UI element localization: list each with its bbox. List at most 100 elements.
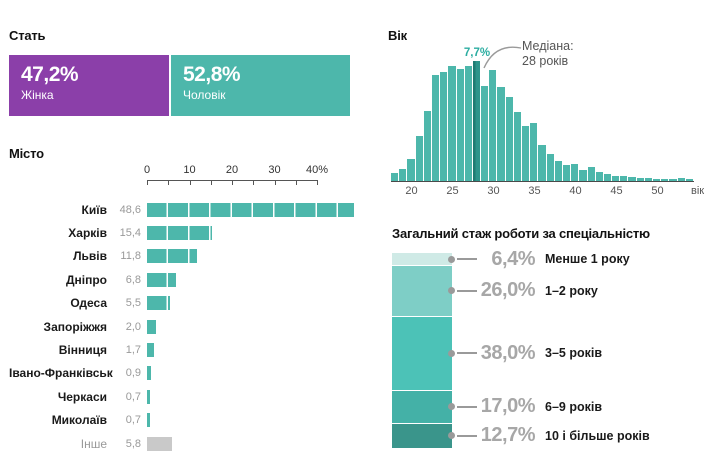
experience-chart: Загальний стаж роботи за спеціальністю 6… (392, 226, 720, 471)
gender-chart-title: Стать (9, 28, 46, 43)
age-bar (407, 159, 415, 181)
leader-dot (448, 255, 455, 263)
age-bar (448, 65, 456, 181)
age-bar (644, 178, 652, 181)
age-bar (562, 165, 571, 181)
age-bar (440, 71, 448, 181)
city-axis-tick (253, 180, 255, 185)
age-bar (538, 145, 546, 181)
age-axis: вік 20 25 30 35 40 45 50 (391, 184, 716, 200)
experience-label-row: 17,0% 6–9 років (448, 393, 720, 421)
gender-segment-male: 52,8% Чоловік (171, 55, 350, 116)
city-axis-tick (189, 180, 191, 185)
city-row-bar (147, 343, 155, 358)
age-bar-median (472, 60, 481, 181)
city-row-value: 48,6 (119, 203, 141, 216)
city-row: Черкаси 0,7 (9, 385, 379, 408)
age-bar (612, 175, 620, 181)
age-bar (571, 163, 579, 181)
experience-category-label: 1–2 року (545, 283, 598, 298)
city-row-label: Вінниця (58, 343, 107, 358)
age-bar (464, 65, 472, 181)
city-row-bar (147, 296, 171, 311)
median-annotation-line1: Медіана: (522, 39, 574, 53)
age-bar (546, 154, 554, 181)
city-row: Львів 11,8 (9, 245, 379, 268)
city-row: Одеса 5,5 (9, 292, 379, 315)
experience-label-row: 6,4% Менше 1 року (448, 245, 720, 273)
city-row: Київ 48,6 (9, 198, 379, 221)
city-axis-tick (168, 180, 170, 185)
age-bar (653, 178, 661, 181)
experience-segment-4 (392, 390, 452, 424)
city-row-label: Одеса (70, 296, 107, 311)
city-row: Миколаїв 0,7 (9, 409, 379, 432)
age-bar (423, 110, 431, 181)
city-row-bar (147, 413, 150, 428)
city-chart-title: Місто (9, 146, 44, 161)
city-row-value: 2,0 (125, 320, 141, 333)
city-row-value: 0,7 (125, 414, 141, 427)
age-axis-tick-label: 50 (651, 185, 664, 197)
city-row-value: 6,8 (125, 273, 141, 286)
age-bar (431, 74, 440, 181)
city-axis-tick-label: 10 (183, 164, 196, 176)
leader-dot (448, 403, 455, 411)
age-bar (391, 173, 399, 181)
city-row-label: Львів (73, 249, 107, 264)
age-bar (513, 112, 521, 181)
age-bar (554, 160, 562, 181)
city-row-label: Дніпро (65, 272, 107, 287)
median-annotation: Медіана: 28 років (522, 39, 574, 69)
leader-line (457, 290, 477, 292)
age-bar (505, 96, 513, 181)
city-axis-tick (295, 180, 297, 185)
city-row-bar (147, 319, 156, 334)
city-row-value: 5,5 (125, 297, 141, 310)
city-axis-tick (210, 180, 212, 185)
city-row-bar (147, 272, 176, 287)
age-bar (595, 171, 603, 181)
age-bar (497, 87, 505, 181)
experience-segment-2 (392, 265, 452, 317)
city-row-value: 0,7 (125, 390, 141, 403)
age-axis-tick-label: 20 (405, 185, 418, 197)
city-row-value: 11,8 (120, 250, 141, 263)
leader-line (457, 435, 477, 437)
age-bar (620, 176, 628, 181)
age-bar (685, 179, 693, 181)
age-bar (669, 179, 677, 181)
age-axis-tick-label: 35 (528, 185, 541, 197)
city-row: Харків 15,4 (9, 221, 379, 244)
city-axis-tick (317, 180, 318, 185)
city-axis-tick-label: 30 (268, 164, 281, 176)
city-row: Вінниця 1,7 (9, 338, 379, 361)
age-axis-tick-label: 40 (569, 185, 582, 197)
experience-category-label: 6–9 років (545, 399, 603, 414)
city-rows: Київ 48,6 Харків 15,4 Львів 11,8 Дніпро 6,8 Одес… (9, 198, 379, 455)
city-row-bar (147, 389, 150, 404)
city-axis-tick-label: 40% (305, 164, 329, 176)
city-row-label: Миколаїв (51, 413, 107, 428)
leader-dot (448, 349, 455, 357)
city-axis-tick-label: 0 (143, 164, 151, 176)
city-row: Дніпро 6,8 (9, 268, 379, 291)
city-axis-tick (232, 180, 233, 185)
age-bar (489, 70, 497, 181)
experience-category-label: 3–5 років (545, 346, 603, 361)
experience-label-row: 26,0% 1–2 року (448, 277, 720, 305)
city-row: Інше 5,8 (9, 432, 379, 455)
age-bar (522, 126, 530, 181)
age-axis-tick-label: 30 (487, 185, 500, 197)
city-axis-tick (274, 180, 276, 185)
age-bar (530, 123, 538, 181)
city-axis-tick-label: 20 (225, 164, 239, 176)
experience-percent: 12,7% (480, 424, 536, 447)
city-row-bar (147, 202, 354, 217)
city-row: Івано-Франківськ 0,9 (9, 362, 379, 385)
city-row-bar (147, 366, 151, 381)
gender-segment-label: Чоловік (183, 88, 226, 102)
city-row-value: 0,9 (125, 367, 141, 380)
experience-category-label: 10 і більше років (545, 428, 650, 443)
experience-category-label: Менше 1 року (545, 252, 630, 267)
